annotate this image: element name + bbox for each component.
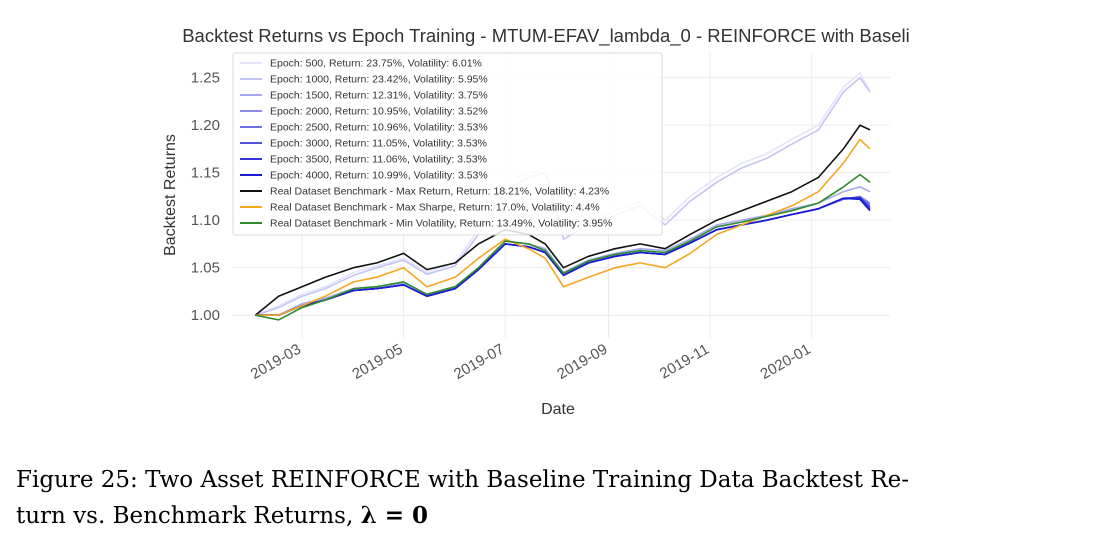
backtest-line-chart: Backtest Returns vs Epoch Training - MTU… [162, 25, 910, 418]
series-line [255, 138, 871, 316]
y-tick-label: 1.00 [191, 307, 220, 324]
series-line [255, 173, 871, 321]
legend-entry: Epoch: 2500, Return: 10.96%, Volatility:… [270, 122, 488, 134]
caption-line-2: turn vs. Benchmark Returns, [16, 503, 361, 529]
figure-caption: Figure 25: Two Asset REINFORCE with Base… [16, 462, 1086, 534]
x-tick-label: 2019-05 [349, 341, 405, 383]
caption-lambda-math: λ = 0 [360, 502, 429, 529]
legend-entry: Epoch: 1000, Return: 23.42%, Volatility:… [270, 74, 488, 86]
legend-entry: Real Dataset Benchmark - Max Return, Ret… [270, 186, 609, 198]
series-line [255, 76, 871, 316]
y-axis-ticks: 1.00 1.05 1.10 1.15 1.20 1.25 [191, 70, 220, 325]
legend-entry: Real Dataset Benchmark - Min Volatility,… [270, 218, 612, 230]
series-lines [254, 72, 871, 321]
x-tick-label: 2020-01 [758, 341, 814, 383]
y-tick-label: 1.20 [191, 117, 220, 134]
legend-entry: Epoch: 500, Return: 23.75%, Volatility: … [270, 58, 482, 70]
y-tick-label: 1.05 [191, 260, 220, 277]
legend-entry: Epoch: 4000, Return: 10.99%, Volatility:… [270, 170, 488, 182]
y-tick-label: 1.15 [191, 165, 220, 182]
series-line [255, 197, 871, 316]
legend-entry: Epoch: 1500, Return: 12.31%, Volatility:… [270, 90, 488, 102]
legend-box [232, 52, 663, 236]
figure: Backtest Returns vs Epoch Training - MTU… [16, 25, 910, 529]
x-tick-label: 2019-09 [554, 341, 610, 383]
legend-entry: Epoch: 3000, Return: 11.05%, Volatility:… [270, 138, 487, 150]
legend-entry: Epoch: 2000, Return: 10.95%, Volatility:… [270, 106, 488, 118]
y-tick-label: 1.10 [191, 212, 220, 229]
y-axis-label: Backtest Returns [162, 134, 179, 256]
legend: Epoch: 500, Return: 23.75%, Volatility: … [232, 52, 663, 236]
x-tick-label: 2019-03 [248, 341, 304, 383]
x-tick-label: 2019-11 [657, 341, 712, 383]
x-tick-label: 2019-07 [451, 341, 507, 383]
x-axis-label: Date [541, 401, 575, 418]
legend-entry: Epoch: 3500, Return: 11.06%, Volatility:… [270, 154, 487, 166]
y-tick-label: 1.25 [191, 70, 220, 87]
caption-line-1: Figure 25: Two Asset REINFORCE with Base… [16, 467, 910, 493]
chart-title: Backtest Returns vs Epoch Training - MTU… [182, 25, 910, 47]
legend-entry: Real Dataset Benchmark - Max Sharpe, Ret… [270, 202, 600, 214]
x-axis-ticks: 2019-03 2019-05 2019-07 2019-09 2019-11 2020-… [248, 341, 814, 383]
series-line [254, 124, 871, 316]
